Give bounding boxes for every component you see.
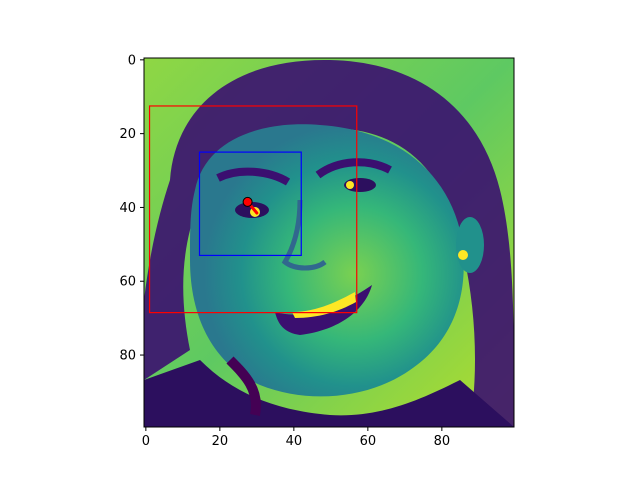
x-tick-label: 0 [142,434,150,449]
eye-point [242,196,253,207]
eye-box [198,151,302,257]
x-tick-label: 60 [360,434,377,449]
y-tick-label: 80 [119,349,136,364]
y-tick-label: 20 [119,127,136,142]
y-tick-label: 0 [128,53,136,68]
face-box [148,105,358,314]
x-tick-label: 40 [286,434,303,449]
y-axis: 0 20 40 60 80 [119,53,144,364]
x-tick-label: 80 [434,434,451,449]
y-tick-label: 60 [119,275,136,290]
x-axis: 0 20 40 60 80 [142,427,450,449]
x-tick-label: 20 [212,434,229,449]
axes-frame [143,57,515,428]
y-tick-label: 40 [119,201,136,216]
